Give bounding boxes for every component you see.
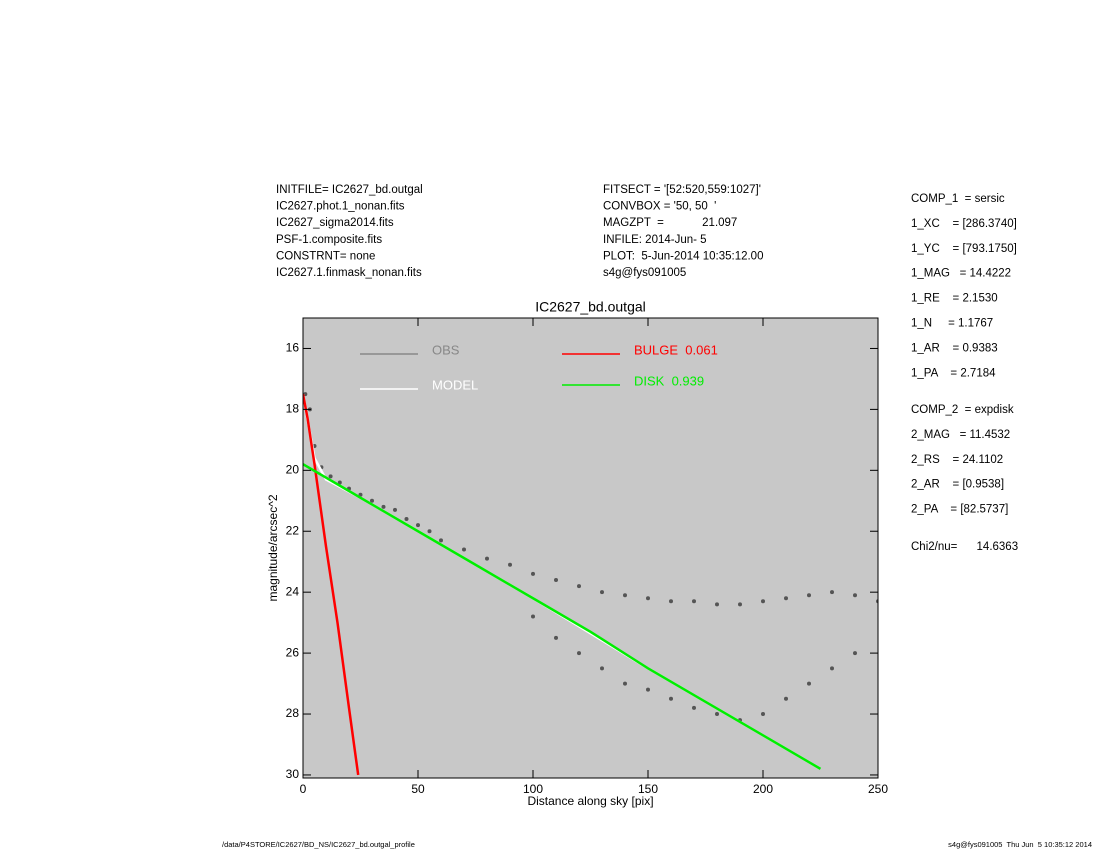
obs-point — [337, 480, 342, 485]
param-line: 1_XC = [286.3740] — [911, 218, 1017, 230]
header-line: IC2627_sigma2014.fits — [276, 217, 394, 229]
obs-point — [853, 593, 857, 598]
param-line: 2_PA = [82.5737] — [911, 504, 1008, 516]
x-tick-label: 100 — [523, 782, 543, 796]
y-tick-label: 24 — [286, 584, 300, 598]
param-line: COMP_1 = sersic — [911, 193, 1005, 205]
obs-point — [623, 681, 627, 686]
obs-point — [554, 577, 558, 582]
obs-point — [462, 547, 466, 552]
param-line: 1_RE = 2.1530 — [911, 293, 998, 305]
obs-point — [404, 517, 409, 522]
y-axis-label: magnitude/arcsec^2 — [266, 494, 280, 601]
header-line: IC2627.phot.1_nonan.fits — [276, 201, 405, 213]
header-line: s4g@fys091005 — [603, 267, 686, 279]
chi2: Chi2/nu= 14.6363 — [911, 541, 1018, 553]
param-line: 1_AR = 0.9383 — [911, 342, 998, 354]
obs-point — [692, 599, 696, 604]
obs-point — [531, 571, 535, 576]
obs-point — [646, 687, 650, 692]
x-tick-label: 0 — [300, 782, 307, 796]
param-line: COMP_2 = expdisk — [911, 404, 1014, 416]
obs-point — [830, 666, 834, 671]
obs-point — [761, 712, 765, 717]
legend-label: OBS — [432, 342, 460, 357]
obs-point — [738, 602, 742, 607]
obs-point — [669, 599, 673, 604]
header-line: INFILE: 2014-Jun- 5 — [603, 234, 707, 246]
obs-point — [692, 705, 696, 710]
obs-point — [830, 590, 834, 595]
model-line — [303, 393, 360, 776]
legend-label: MODEL — [432, 377, 478, 392]
obs-point — [508, 562, 512, 567]
obs-point — [531, 614, 535, 619]
param-line: 1_YC = [793.1750] — [911, 243, 1017, 255]
footer-left: /data/P4STORE/IC2627/BD_NS/IC2627_bd.out… — [222, 840, 415, 849]
header-line: INITFILE= IC2627_bd.outgal — [276, 184, 423, 196]
y-tick-label: 28 — [286, 706, 300, 720]
obs-point — [416, 523, 420, 528]
obs-point — [393, 507, 397, 512]
header-line: CONSTRNT= none — [276, 250, 375, 262]
header-line: PSF-1.composite.fits — [276, 234, 382, 246]
header-line: FITSECT = '[52:520,559:1027]' — [603, 184, 761, 196]
legend-label: DISK 0.939 — [634, 373, 704, 388]
x-axis-label: Distance along sky [pix] — [527, 794, 653, 808]
obs-point — [554, 635, 558, 640]
param-line: 1_N = 1.1767 — [911, 318, 993, 330]
x-tick-label: 150 — [638, 782, 658, 796]
x-tick-label: 250 — [868, 782, 888, 796]
obs-point — [669, 696, 673, 701]
param-line: 1_PA = 2.7184 — [911, 367, 996, 379]
y-tick-label: 18 — [286, 402, 300, 416]
param-line: 2_RS = 24.1102 — [911, 454, 1003, 466]
obs-point — [623, 593, 627, 598]
obs-point — [807, 681, 811, 686]
y-tick-label: 16 — [286, 341, 300, 355]
x-tick-label: 200 — [753, 782, 773, 796]
header-line: IC2627.1.finmask_nonan.fits — [276, 267, 422, 279]
footer-right: s4g@fys091005 Thu Jun 5 10:35:12 2014 — [948, 840, 1092, 849]
obs-point — [381, 504, 386, 509]
y-tick-label: 30 — [286, 767, 300, 781]
param-line: 2_MAG = 11.4532 — [911, 429, 1010, 441]
obs-point — [715, 602, 719, 607]
header-line: MAGZPT = 21.097 — [603, 217, 737, 229]
obs-point — [600, 666, 604, 671]
obs-point — [439, 538, 443, 543]
param-line: 2_AR = [0.9538] — [911, 479, 1004, 491]
obs-point — [784, 596, 788, 601]
obs-point — [715, 712, 719, 717]
obs-point — [577, 584, 581, 589]
obs-point — [577, 651, 581, 656]
obs-point — [370, 498, 374, 503]
x-tick-label: 50 — [411, 782, 425, 796]
obs-point — [853, 651, 857, 656]
obs-point — [328, 474, 333, 479]
y-tick-label: 26 — [286, 645, 300, 659]
plot-area — [303, 392, 878, 776]
y-tick-label: 20 — [286, 462, 300, 476]
obs-point — [600, 590, 604, 595]
obs-point — [358, 492, 363, 497]
plot-frame — [302, 317, 879, 779]
model-line — [303, 463, 822, 770]
obs-point — [761, 599, 765, 604]
obs-point — [784, 696, 788, 701]
header-line: CONVBOX = '50, 50 ' — [603, 201, 716, 213]
obs-point — [646, 596, 650, 601]
obs-point — [485, 556, 489, 561]
header-line: PLOT: 5-Jun-2014 10:35:12.00 — [603, 250, 763, 262]
obs-point — [427, 529, 432, 534]
y-tick-label: 22 — [286, 523, 300, 537]
param-line: 1_MAG = 14.4222 — [911, 268, 1011, 280]
obs-point — [807, 593, 811, 598]
legend-label: BULGE 0.061 — [634, 342, 718, 357]
chart-title: IC2627_bd.outgal — [535, 299, 646, 315]
plot-background — [303, 318, 878, 778]
